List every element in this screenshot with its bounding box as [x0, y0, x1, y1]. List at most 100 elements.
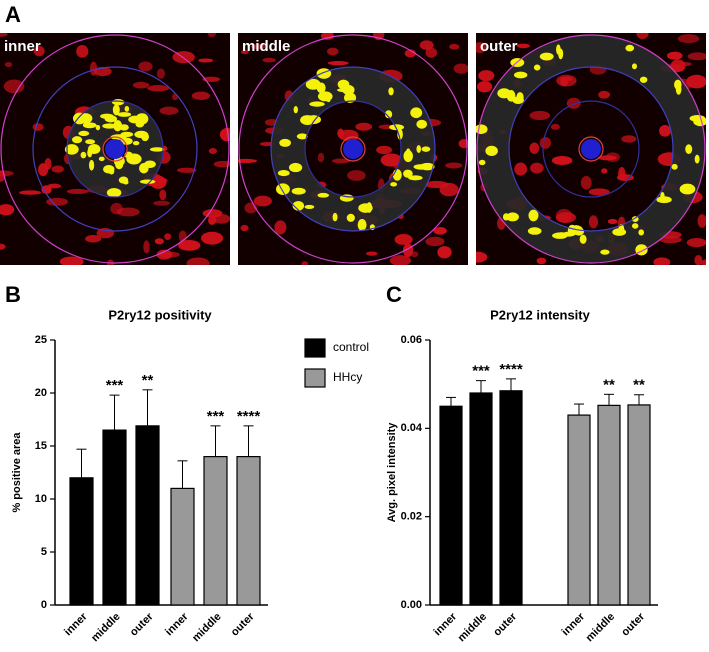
positive-area	[118, 176, 129, 184]
positive-area	[476, 124, 488, 135]
positive-area	[420, 162, 435, 171]
red-cell	[588, 188, 610, 196]
red-cell	[659, 124, 671, 137]
red-cell	[253, 195, 272, 207]
positive-area	[317, 91, 333, 102]
red-cell	[156, 68, 166, 79]
ring-outline	[476, 34, 706, 264]
positive-area	[388, 87, 394, 96]
red-cell	[687, 52, 706, 61]
nucleus	[343, 139, 363, 159]
red-cell	[598, 90, 611, 99]
positive-area	[78, 113, 93, 124]
red-cell	[449, 43, 460, 50]
positive-area	[300, 115, 315, 125]
red-cell	[207, 33, 216, 38]
x-tick-label: middle	[456, 611, 490, 645]
micrograph: inner	[0, 33, 230, 265]
red-cell	[516, 43, 530, 49]
chart-title: P2ry12 intensity	[490, 307, 590, 322]
y-tick-label: 0.00	[401, 599, 422, 611]
positive-area	[80, 151, 87, 159]
positive-area	[106, 188, 122, 198]
image-label: inner	[4, 38, 41, 55]
bar	[102, 429, 127, 606]
positive-area	[600, 249, 610, 255]
micrograph: outer	[476, 33, 706, 265]
red-cell	[33, 45, 45, 57]
positive-area	[124, 105, 130, 112]
legend-swatch	[304, 338, 326, 358]
positive-area	[291, 187, 306, 195]
positive-area	[552, 232, 568, 239]
red-cell	[555, 212, 577, 224]
positive-area	[679, 183, 696, 195]
positive-area	[639, 76, 648, 83]
red-cell	[376, 145, 392, 155]
red-cell	[332, 158, 350, 164]
positive-area	[631, 223, 639, 229]
x-tick-label: middle	[190, 611, 224, 645]
red-cell	[580, 175, 592, 190]
positive-area	[528, 209, 539, 222]
red-cell	[85, 235, 102, 243]
red-cell	[274, 220, 287, 235]
x-tick-label: inner	[163, 610, 191, 638]
positive-area	[149, 147, 165, 152]
red-cell	[138, 61, 153, 72]
positive-area	[98, 156, 105, 162]
red-cell	[653, 257, 671, 265]
red-cell	[66, 188, 89, 195]
positive-area	[317, 192, 330, 198]
red-cell	[366, 251, 378, 256]
red-cell	[697, 214, 706, 228]
red-cell	[212, 213, 230, 224]
red-cell	[240, 224, 249, 232]
red-cell	[433, 227, 447, 235]
positive-area	[506, 89, 516, 102]
red-cell	[171, 93, 179, 101]
positive-area	[88, 159, 95, 171]
positive-area	[403, 169, 413, 178]
ring-outline	[304, 100, 402, 198]
positive-area	[478, 159, 486, 166]
x-tick-label: outer	[619, 610, 647, 638]
red-cell	[41, 185, 52, 194]
positive-area	[421, 146, 431, 152]
red-cell	[191, 91, 211, 100]
red-cell	[404, 49, 416, 58]
positive-area	[112, 104, 120, 116]
y-tick-label: 10	[35, 493, 47, 505]
y-tick-label: 15	[35, 440, 47, 452]
red-cell	[301, 261, 309, 265]
ring-outline	[66, 100, 164, 198]
red-cell	[327, 61, 349, 66]
bar	[170, 487, 195, 606]
positive-area	[533, 64, 541, 71]
positive-area	[416, 145, 422, 153]
red-cell	[51, 165, 64, 173]
red-cell	[240, 49, 249, 55]
positive-area	[276, 183, 290, 196]
positive-area	[527, 227, 542, 235]
positive-area	[410, 107, 423, 119]
panel-label: C	[386, 282, 402, 307]
red-cell	[551, 155, 573, 165]
x-tick-label: inner	[62, 610, 90, 638]
bar	[135, 425, 160, 606]
positive-area	[539, 52, 554, 61]
red-cell	[394, 234, 413, 245]
red-cell	[338, 129, 359, 142]
red-cell	[46, 197, 69, 206]
ring-outline	[340, 136, 366, 162]
positive-area	[674, 79, 682, 90]
significance: ***	[207, 408, 225, 425]
significance: ***	[106, 377, 124, 394]
red-cell	[437, 246, 452, 259]
red-cell	[476, 42, 487, 54]
positive-area	[384, 110, 393, 119]
bar	[439, 405, 463, 606]
red-cell	[389, 255, 412, 265]
positive-area	[513, 71, 528, 79]
positive-area	[694, 154, 700, 164]
